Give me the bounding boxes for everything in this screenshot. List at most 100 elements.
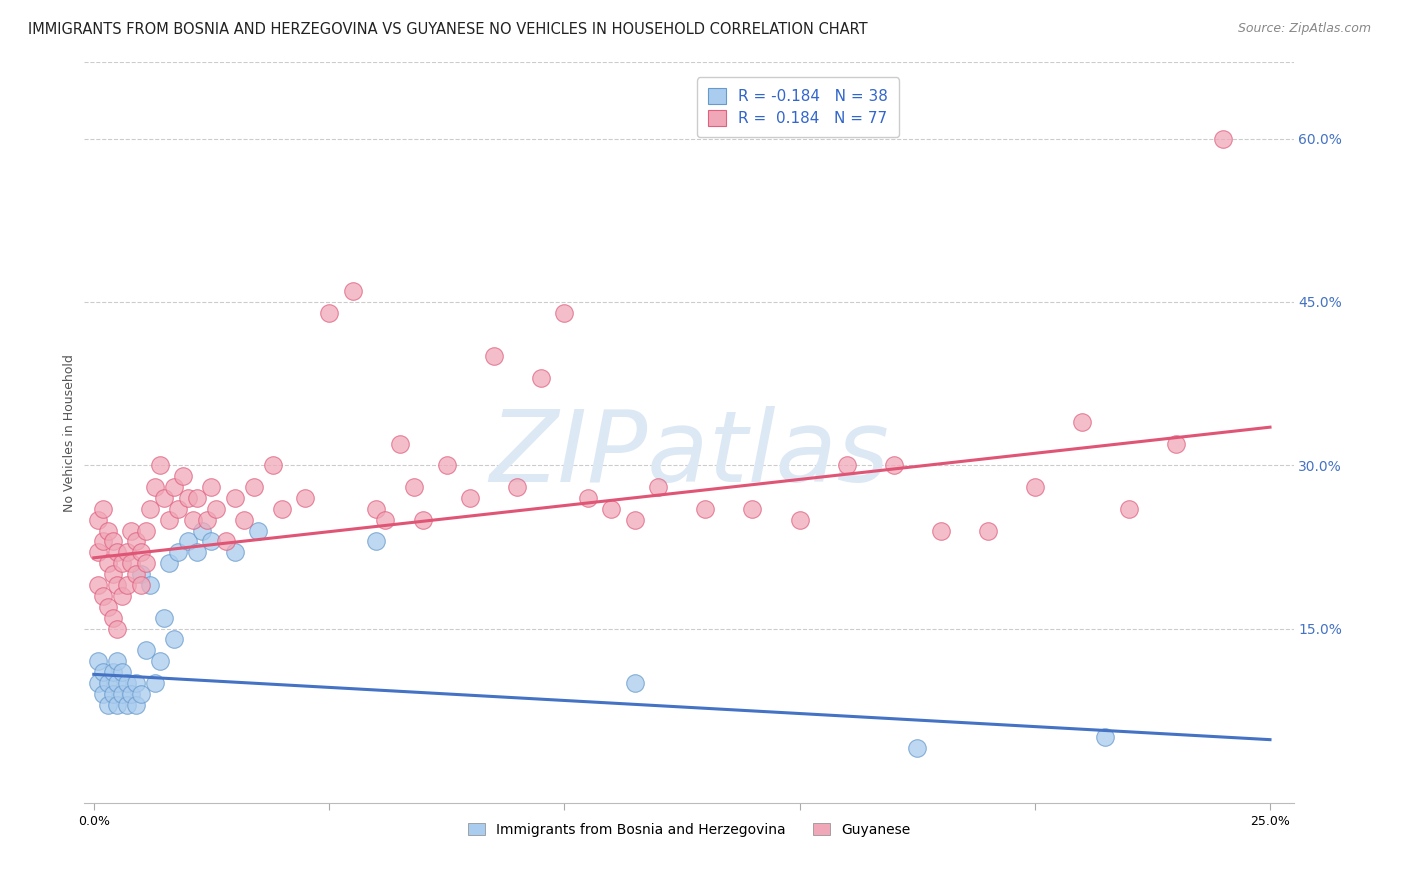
- Point: [105, 698, 128, 712]
- Point: [87, 654, 110, 668]
- Point: [105, 622, 128, 636]
- Point: [167, 501, 190, 516]
- Text: IMMIGRANTS FROM BOSNIA AND HERZEGOVINA VS GUYANESE NO VEHICLES IN HOUSEHOLD CORR: IMMIGRANTS FROM BOSNIA AND HERZEGOVINA V…: [28, 22, 868, 37]
- Point: [388, 436, 411, 450]
- Point: [1024, 480, 1046, 494]
- Point: [482, 350, 505, 364]
- Text: ZIPatlas: ZIPatlas: [489, 407, 889, 503]
- Text: Source: ZipAtlas.com: Source: ZipAtlas.com: [1237, 22, 1371, 36]
- Point: [177, 534, 200, 549]
- Point: [741, 501, 763, 516]
- Point: [143, 480, 166, 494]
- Point: [163, 480, 186, 494]
- Point: [129, 545, 152, 559]
- Point: [97, 676, 120, 690]
- Point: [1118, 501, 1140, 516]
- Y-axis label: No Vehicles in Household: No Vehicles in Household: [63, 354, 76, 511]
- Point: [149, 654, 172, 668]
- Point: [929, 524, 952, 538]
- Point: [412, 513, 434, 527]
- Point: [364, 501, 387, 516]
- Point: [177, 491, 200, 505]
- Point: [129, 578, 152, 592]
- Point: [1164, 436, 1187, 450]
- Point: [224, 545, 246, 559]
- Point: [129, 567, 152, 582]
- Point: [205, 501, 228, 516]
- Point: [153, 611, 176, 625]
- Point: [247, 524, 270, 538]
- Point: [318, 306, 340, 320]
- Point: [200, 480, 222, 494]
- Point: [374, 513, 396, 527]
- Point: [87, 545, 110, 559]
- Point: [97, 599, 120, 614]
- Point: [135, 556, 157, 570]
- Point: [115, 545, 138, 559]
- Point: [976, 524, 998, 538]
- Point: [87, 578, 110, 592]
- Point: [120, 687, 142, 701]
- Point: [436, 458, 458, 473]
- Point: [91, 687, 114, 701]
- Point: [530, 371, 553, 385]
- Point: [458, 491, 481, 505]
- Point: [402, 480, 425, 494]
- Point: [115, 676, 138, 690]
- Point: [186, 491, 208, 505]
- Point: [91, 534, 114, 549]
- Point: [191, 524, 214, 538]
- Point: [181, 513, 204, 527]
- Point: [97, 698, 120, 712]
- Point: [129, 687, 152, 701]
- Point: [1094, 731, 1116, 745]
- Point: [97, 524, 120, 538]
- Point: [186, 545, 208, 559]
- Point: [87, 513, 110, 527]
- Point: [233, 513, 256, 527]
- Point: [91, 501, 114, 516]
- Point: [157, 513, 180, 527]
- Point: [115, 698, 138, 712]
- Point: [135, 524, 157, 538]
- Point: [600, 501, 623, 516]
- Point: [149, 458, 172, 473]
- Point: [553, 306, 575, 320]
- Point: [125, 676, 148, 690]
- Point: [120, 556, 142, 570]
- Point: [157, 556, 180, 570]
- Point: [125, 567, 148, 582]
- Point: [1070, 415, 1092, 429]
- Point: [163, 632, 186, 647]
- Point: [139, 501, 162, 516]
- Point: [200, 534, 222, 549]
- Point: [111, 665, 134, 680]
- Point: [105, 676, 128, 690]
- Point: [647, 480, 669, 494]
- Point: [87, 676, 110, 690]
- Point: [120, 524, 142, 538]
- Point: [111, 556, 134, 570]
- Point: [111, 687, 134, 701]
- Point: [125, 698, 148, 712]
- Point: [101, 567, 124, 582]
- Point: [111, 589, 134, 603]
- Point: [271, 501, 294, 516]
- Point: [135, 643, 157, 657]
- Point: [167, 545, 190, 559]
- Point: [195, 513, 218, 527]
- Point: [294, 491, 316, 505]
- Point: [506, 480, 529, 494]
- Point: [105, 545, 128, 559]
- Point: [91, 589, 114, 603]
- Point: [105, 578, 128, 592]
- Point: [91, 665, 114, 680]
- Point: [101, 687, 124, 701]
- Point: [105, 654, 128, 668]
- Point: [125, 534, 148, 549]
- Point: [214, 534, 236, 549]
- Point: [101, 611, 124, 625]
- Point: [624, 513, 647, 527]
- Point: [789, 513, 811, 527]
- Point: [101, 665, 124, 680]
